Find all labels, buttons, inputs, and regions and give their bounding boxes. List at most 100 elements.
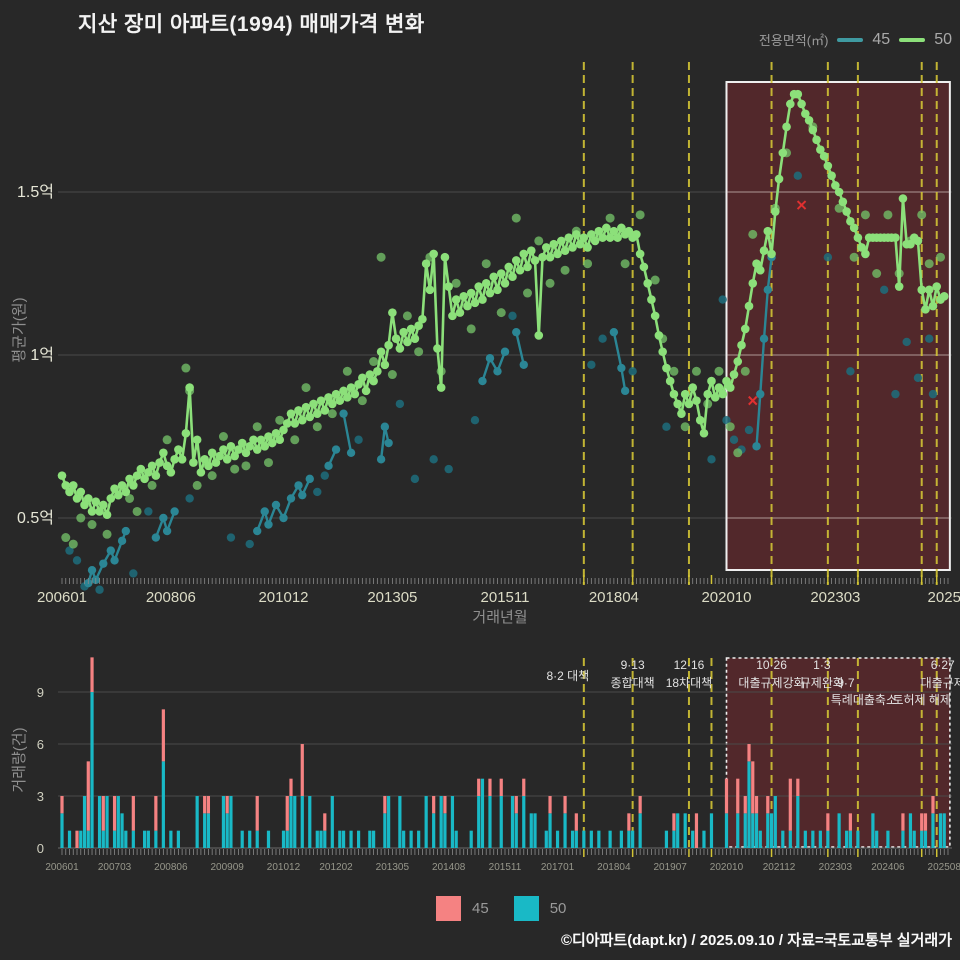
volume-bar-45[interactable] [225,796,229,814]
price-dot-45[interactable] [279,513,288,523]
price-dot-50[interactable] [891,233,900,242]
price-dot-50[interactable] [271,428,281,438]
price-dot-50[interactable] [316,396,326,405]
volume-bar-50[interactable] [754,813,759,848]
volume-bar-50[interactable] [769,813,774,848]
price-dot-50[interactable] [440,252,450,262]
volume-bar-50[interactable] [161,761,165,848]
price-dot-50[interactable] [624,226,634,236]
price-dot-50[interactable] [68,481,78,490]
price-dot-50[interactable] [331,389,341,399]
price-point-50[interactable] [290,435,300,445]
price-point-45[interactable] [65,546,74,555]
volume-bar-50[interactable] [195,796,199,848]
volume-bar-50[interactable] [544,830,548,848]
price-dot-50[interactable] [95,507,104,516]
volume-bar-50[interactable] [766,813,770,848]
volume-bar-45[interactable] [754,796,759,814]
volume-bar-50[interactable] [627,830,631,848]
price-dot-50[interactable] [159,448,168,458]
price-dot-50[interactable] [234,445,243,454]
price-dot-50[interactable] [703,389,713,399]
price-dot-45[interactable] [500,347,510,356]
price-dot-50[interactable] [57,471,67,480]
volume-bar-45[interactable] [796,778,800,797]
volume-bar-50[interactable] [477,796,481,848]
price-dot-50[interactable] [680,389,690,399]
price-dot-50[interactable] [129,481,138,490]
price-dot-45[interactable] [159,513,168,523]
price-dot-50[interactable] [534,331,544,340]
price-point-50[interactable] [620,259,630,269]
price-dot-50[interactable] [429,249,438,259]
price-dot-50[interactable] [613,233,622,242]
price-dot-50[interactable] [504,262,514,272]
price-dot-45[interactable] [384,438,393,448]
price-dot-50[interactable] [391,334,401,344]
volume-bar-50[interactable] [736,813,740,848]
price-dot-50[interactable] [406,324,416,334]
price-dot-50[interactable] [162,461,172,471]
price-dot-50[interactable] [804,115,814,125]
price-dot-50[interactable] [376,347,386,357]
price-point-50[interactable] [917,210,927,220]
price-dot-50[interactable] [515,265,525,275]
volume-bar-50[interactable] [480,778,485,848]
volume-bar-50[interactable] [683,813,687,848]
price-dot-45[interactable] [617,363,626,373]
price-dot-50[interactable] [485,288,495,298]
volume-bar-50[interactable] [402,830,406,848]
price-dot-50[interactable] [343,393,352,402]
price-dot-50[interactable] [61,481,71,490]
price-dot-50[interactable] [677,409,686,418]
price-dot-50[interactable] [185,383,194,392]
volume-bar-50[interactable] [818,830,822,848]
price-dot-45[interactable] [763,285,772,294]
price-dot-50[interactable] [530,256,540,265]
price-point-45[interactable] [846,367,855,376]
price-dot-45[interactable] [756,389,765,399]
price-dot-50[interactable] [669,389,679,399]
price-dot-50[interactable] [553,249,562,259]
volume-bar-50[interactable] [811,830,815,848]
volume-bar-50[interactable] [67,830,72,848]
price-dot-50[interactable] [335,396,345,405]
price-dot-50[interactable] [125,474,134,484]
volume-bar-50[interactable] [901,830,905,848]
price-point-45[interactable] [313,487,322,497]
price-dot-50[interactable] [189,458,198,467]
volume-bar-50[interactable] [570,830,575,848]
price-dot-50[interactable] [519,249,529,259]
volume-bar-50[interactable] [514,813,518,848]
price-point-50[interactable] [87,520,97,530]
price-dot-50[interactable] [215,451,224,461]
price-dot-50[interactable] [598,233,607,242]
volume-bar-50[interactable] [923,830,928,848]
price-point-45[interactable] [928,389,938,399]
volume-bar-45[interactable] [736,778,740,814]
volume-bar-50[interactable] [747,761,751,848]
price-dot-50[interactable] [290,419,300,428]
price-dot-50[interactable] [793,89,803,99]
price-point-50[interactable] [583,259,593,269]
price-dot-50[interactable] [786,99,795,109]
volume-bar-50[interactable] [330,796,334,848]
price-dot-50[interactable] [399,327,408,337]
price-dot-50[interactable] [200,455,209,464]
price-point-45[interactable] [729,435,739,444]
volume-bar-50[interactable] [443,813,447,848]
price-point-45[interactable] [598,334,607,343]
price-dot-50[interactable] [346,383,356,392]
price-point-45[interactable] [793,171,803,180]
price-dot-50[interactable] [181,428,191,438]
price-point-50[interactable] [545,278,555,288]
price-dot-50[interactable] [425,285,435,295]
volume-bar-50[interactable] [582,830,586,848]
price-dot-50[interactable] [617,223,626,233]
price-dot-45[interactable] [294,481,303,490]
price-dot-45[interactable] [87,565,97,575]
price-dot-50[interactable] [241,448,251,458]
volume-bar-50[interactable] [743,813,747,848]
price-point-50[interactable] [883,210,893,220]
price-point-50[interactable] [61,533,71,543]
